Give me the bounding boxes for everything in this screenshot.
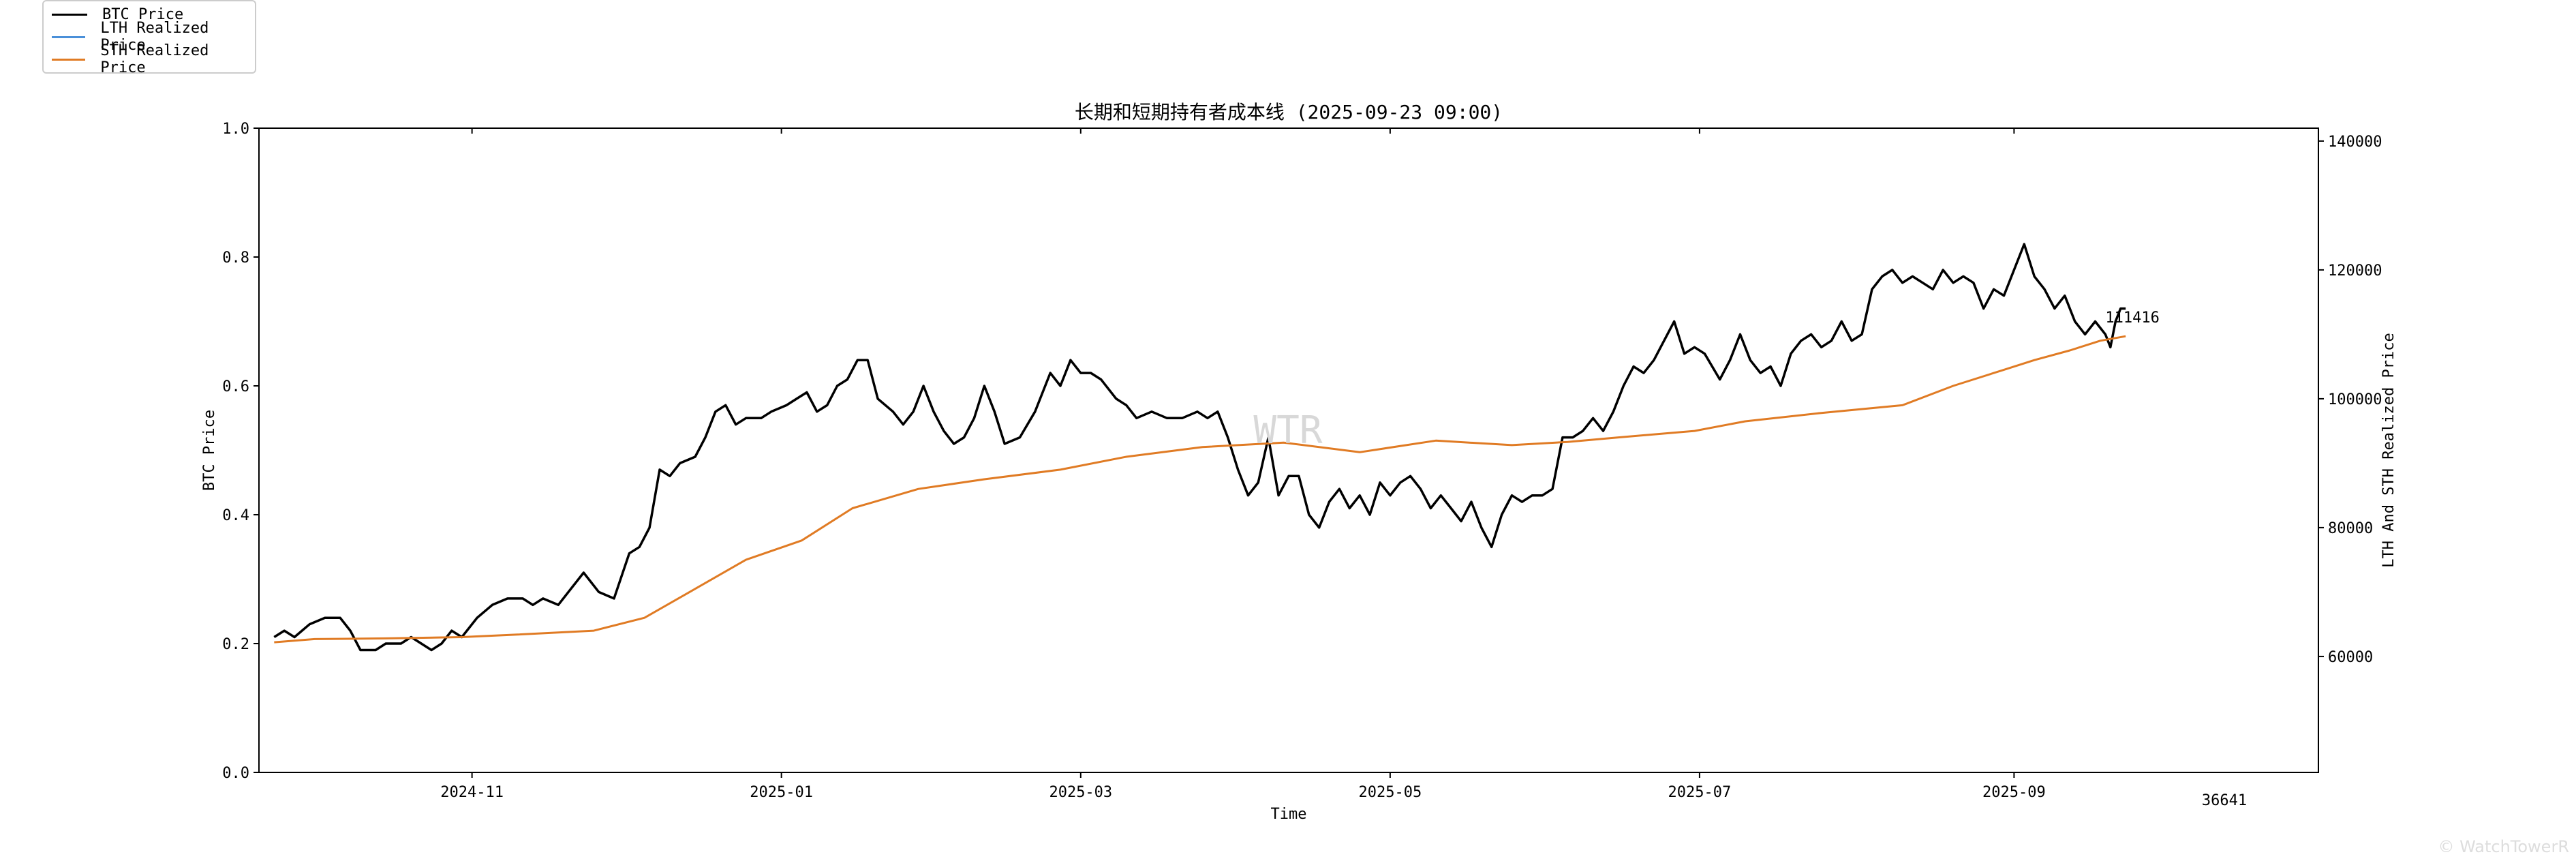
y-right-axis-label: LTH And STH Realized Price bbox=[2380, 333, 2397, 567]
legend-label-btc: BTC Price bbox=[102, 5, 184, 23]
y-left-tick-label: 1.0 bbox=[222, 121, 249, 138]
y-left-axis-label: BTC Price bbox=[201, 410, 218, 491]
plot-frame bbox=[258, 127, 2319, 773]
legend-line-sth bbox=[52, 58, 86, 61]
chart-watermark: WTR bbox=[1253, 408, 1322, 453]
footer-watermark: © WatchTowerR bbox=[2438, 837, 2569, 856]
legend-line-lth bbox=[52, 35, 86, 38]
last-value-annotation: 111416 bbox=[2105, 310, 2159, 327]
y-left-tick-label: 0.0 bbox=[222, 765, 249, 782]
x-axis-label: Time bbox=[1271, 806, 1307, 823]
x-offset-annotation: 36641 bbox=[2202, 792, 2247, 809]
x-tick-label: 2025-09 bbox=[1982, 784, 2046, 801]
y-right-tick-label: 120000 bbox=[2328, 262, 2382, 280]
legend-label-lth: LTH Realized Price bbox=[100, 20, 209, 54]
x-tick-label: 2025-03 bbox=[1049, 784, 1112, 801]
legend-item-btc: BTC Price bbox=[52, 4, 183, 25]
legend-label-sth: STH Realized Price bbox=[100, 42, 209, 76]
y-right-tick-label: 80000 bbox=[2328, 520, 2373, 537]
y-left-tick-label: 0.2 bbox=[222, 636, 249, 653]
text-layer: 0.0 0.2 0.4 0.6 0.8 1.0 60000 80000 100000 120000… bbox=[201, 101, 2397, 823]
legend-line-btc bbox=[52, 13, 87, 16]
y-left-tick-label: 0.4 bbox=[222, 507, 249, 524]
x-tick-label: 2024-11 bbox=[440, 784, 504, 801]
y-left-tick-label: 0.8 bbox=[222, 250, 249, 267]
legend-item-sth: STH Realized Price bbox=[52, 42, 255, 76]
y-right-tick-label: 140000 bbox=[2328, 134, 2382, 151]
x-tick-label: 2025-07 bbox=[1668, 784, 1732, 801]
chart-title: 长期和短期持有者成本线 (2025-09-23 09:00) bbox=[1075, 101, 1503, 123]
legend: BTC Price LTH Realized Price STH Realize… bbox=[42, 0, 256, 76]
x-tick-label: 2025-01 bbox=[750, 784, 813, 801]
x-tick-label: 2025-05 bbox=[1359, 784, 1422, 801]
y-right-tick-label: 100000 bbox=[2328, 391, 2382, 408]
series-sth-realized-price-line bbox=[274, 335, 2126, 644]
axes-layer bbox=[254, 127, 2324, 778]
y-left-tick-label: 0.6 bbox=[222, 378, 249, 395]
y-right-tick-label: 60000 bbox=[2328, 649, 2373, 666]
series-btc-price-line bbox=[273, 243, 2126, 652]
legend-item-lth: LTH Realized Price bbox=[52, 20, 255, 54]
series-layer bbox=[273, 243, 2126, 652]
